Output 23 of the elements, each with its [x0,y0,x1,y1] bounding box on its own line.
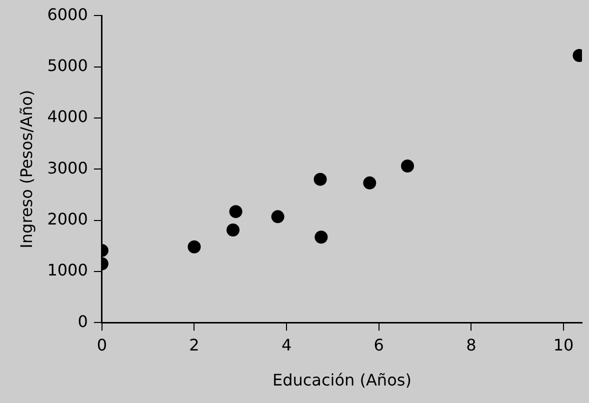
point [314,172,327,186]
point [226,223,240,236]
point [314,230,328,244]
y-tick-label: 5000 [47,56,88,75]
x-tick-label: 2 [189,335,200,354]
point [188,240,201,254]
y-axis-title: Ingreso (Pesos/Año) [16,90,36,248]
y-tick-label: 1000 [47,260,88,280]
x-tick-label: 6 [374,335,384,354]
point [229,205,242,218]
x-tick-label: 10 [553,335,574,354]
x-tick-label: 4 [281,335,292,354]
y-tick-label: 3000 [47,158,88,178]
y-tick-label: 2000 [47,209,88,228]
x-tick-label: 8 [466,335,476,354]
y-tick-label: 6000 [47,4,88,24]
point [401,160,414,173]
point [363,176,376,190]
y-tick-label: 0 [78,312,88,331]
x-axis-title: Educación (Años) [272,370,412,390]
x-tick-label: 0 [96,335,108,354]
y-tick-label: 4000 [47,107,88,126]
point [271,210,284,224]
